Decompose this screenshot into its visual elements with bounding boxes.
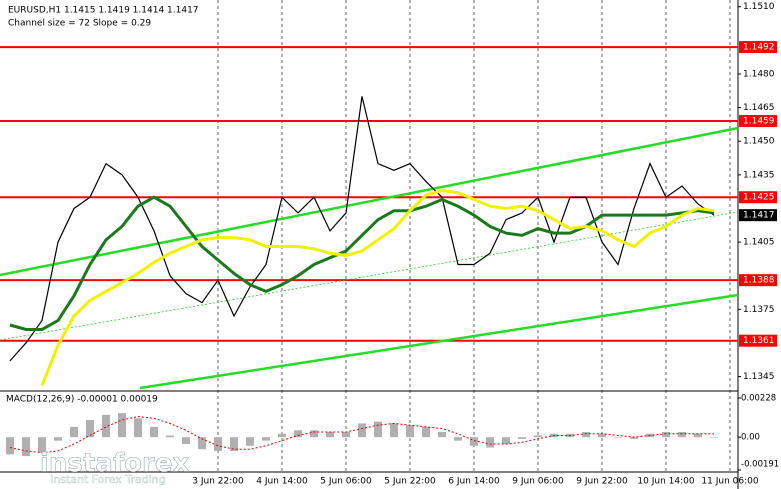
macd-bar <box>390 423 398 438</box>
macd-bar <box>326 432 334 438</box>
macd-bar <box>598 433 606 438</box>
macd-bar <box>198 437 206 450</box>
channel-middle <box>0 211 739 341</box>
macd-bar <box>534 435 542 438</box>
macd-bar <box>630 437 638 439</box>
macd-bar <box>230 437 238 451</box>
macd-bar <box>582 432 590 438</box>
last-price-label: 1.1417 <box>743 211 775 221</box>
y-tick-label: 1.1510 <box>743 2 775 12</box>
macd-title: MACD(12,26,9) -0.00001 0.00019 <box>6 395 158 405</box>
macd-bar <box>102 414 110 438</box>
y-tick-label: 1.1375 <box>743 305 775 315</box>
level-label: 1.1492 <box>743 43 775 53</box>
macd-bar <box>246 437 254 446</box>
x-tick-label: 9 Jun 06:00 <box>512 477 564 487</box>
x-tick-label: 11 Jun 06:00 <box>701 477 758 487</box>
macd-bar <box>118 413 126 438</box>
level-label-box <box>739 334 777 347</box>
macd-bar <box>310 430 318 438</box>
level-label-box <box>739 115 777 128</box>
macd-bar <box>438 432 446 438</box>
macd-bar <box>374 421 382 438</box>
macd-bar <box>38 437 46 453</box>
y-tick-label: 1.1480 <box>743 69 775 79</box>
macd-bar <box>422 426 430 438</box>
channel-lower <box>139 293 739 390</box>
macd-bar <box>518 437 526 439</box>
level-label-box <box>739 41 777 54</box>
x-tick-label: 4 Jun 14:00 <box>256 477 308 487</box>
moving-average <box>9 195 715 331</box>
level-label: 1.1361 <box>743 336 775 346</box>
macd-bar <box>678 432 686 438</box>
watermark-brand: instaforex <box>40 449 190 479</box>
y-tick-label: 1.1405 <box>743 238 775 248</box>
y-tick-label: 1.1345 <box>743 372 775 382</box>
x-tick-label: 6 Jun 14:00 <box>448 477 500 487</box>
macd-signal <box>9 416 715 454</box>
level-label-box <box>739 274 777 287</box>
y-tick-label: 1.1435 <box>743 170 775 180</box>
level-label-box <box>739 191 777 204</box>
x-tick-label: 5 Jun 06:00 <box>320 477 372 487</box>
macd-y-tick-label: 0.00 <box>741 433 760 443</box>
header: EURUSD,H1 1.1415 1.1419 1.1414 1.1417 Ch… <box>6 6 199 405</box>
macd-bar <box>6 437 14 455</box>
channel-upper <box>0 126 739 277</box>
level-label: 1.1459 <box>743 117 775 127</box>
macd-bar <box>486 437 494 448</box>
macd-bar <box>70 426 78 438</box>
macd-bar <box>614 437 622 438</box>
macd-bar <box>150 426 158 438</box>
macd-bar <box>470 437 478 446</box>
macd-y-tick-label: 0.00228 <box>741 394 776 404</box>
moving-average <box>40 188 715 387</box>
macd-bar <box>134 418 142 438</box>
last-price-box <box>739 209 777 222</box>
macd-bar <box>294 430 302 438</box>
macd-bar <box>166 435 174 438</box>
macd-bar <box>502 437 510 445</box>
macd-bar <box>54 437 62 441</box>
macd-bar <box>342 432 350 438</box>
x-tick-label: 9 Jun 22:00 <box>576 477 628 487</box>
x-tick-label: 5 Jun 22:00 <box>384 477 436 487</box>
level-label: 1.1388 <box>743 276 775 286</box>
x-tick-label: 3 Jun 22:00 <box>192 477 244 487</box>
macd-bar <box>262 437 270 441</box>
macd-bar <box>214 437 222 451</box>
level-label: 1.1425 <box>743 193 775 203</box>
x-tick-label: 10 Jun 14:00 <box>637 477 694 487</box>
y-tick-label: 1.1450 <box>743 137 775 147</box>
macd-bar <box>182 437 190 445</box>
y-tick-label: 1.1465 <box>743 103 775 113</box>
macd-y-tick-label: -0.00191 <box>741 460 779 470</box>
macd-bar <box>86 419 94 438</box>
macd-bar <box>22 437 30 457</box>
macd-bar <box>278 433 286 438</box>
chart-title: EURUSD,H1 1.1415 1.1419 1.1414 1.1417 <box>8 6 199 16</box>
macd-bar <box>694 433 702 438</box>
macd-bar <box>662 432 670 438</box>
price-line <box>9 96 715 362</box>
macd-bar <box>454 437 462 441</box>
watermark-tagline: Instant Forex Trading <box>50 473 166 486</box>
macd-bar <box>406 425 414 438</box>
chart-subtitle: Channel size = 72 Slope = 0.29 <box>8 19 151 29</box>
macd-bar <box>358 423 366 438</box>
macd-bar <box>710 437 718 438</box>
